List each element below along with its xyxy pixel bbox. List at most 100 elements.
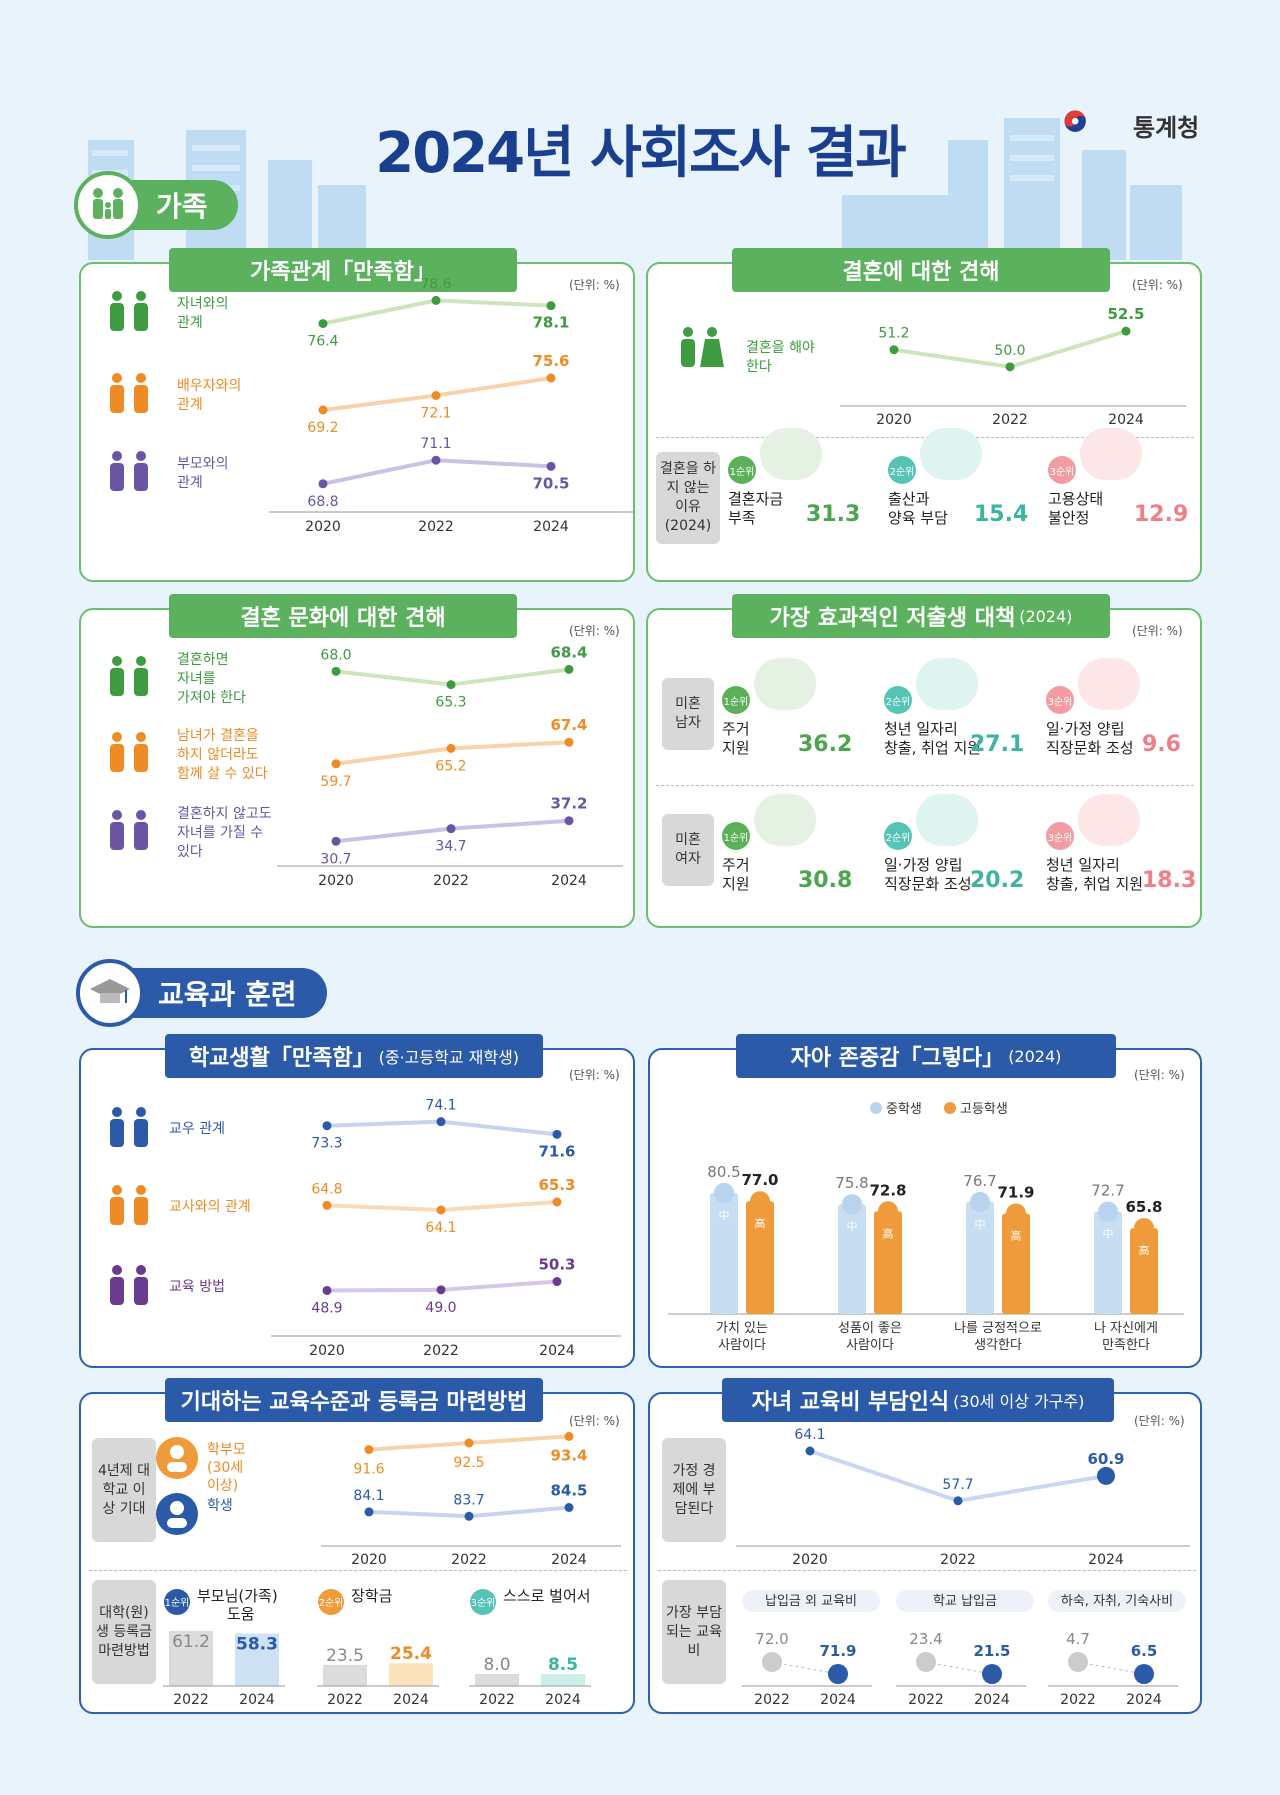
data-point (446, 743, 456, 753)
bar (746, 1201, 774, 1314)
bar-badge: 中 (719, 1209, 730, 1222)
row-label: 교우 관계 (169, 1121, 225, 1137)
data-label: 68.8 (307, 494, 338, 510)
data-label: 57.7 (942, 1477, 973, 1493)
rank-badge-label: 3순위 (471, 1596, 496, 1609)
rank-label-line: 불안정 (1048, 509, 1090, 527)
data-label: 61.2 (172, 1632, 210, 1652)
coin-icon (762, 1652, 782, 1672)
method-label: 부모님(가족) 도움 (197, 1587, 278, 1623)
data-point (318, 405, 328, 415)
bar-badge: 高 (755, 1216, 766, 1230)
person-icon (110, 1185, 148, 1225)
unit-label: (단위: %) (569, 278, 620, 292)
x-tick-label: 2022 (992, 412, 1028, 428)
rank-label: 결혼자금 부족 (728, 490, 783, 528)
data-label: 72.8 (869, 1181, 906, 1199)
category-label: 가치 있는 사람이다 (716, 1321, 768, 1353)
x-tick-label: 2020 (305, 519, 341, 535)
unit-label: (단위: %) (569, 1068, 620, 1082)
data-point (446, 680, 456, 690)
bar (710, 1192, 738, 1314)
data-label: 69.2 (307, 420, 338, 436)
unit-label: (단위: %) (569, 624, 620, 638)
school-life-subtitle: (중·고등학교 재학생) (378, 1048, 520, 1067)
bar-cap (750, 1191, 770, 1212)
expect-label-box: 4년제 대학교 이상 기대 (92, 1438, 156, 1542)
illustration-icon (1080, 428, 1142, 480)
self-esteem-chart: 중학생 고등학생 中 80.5 高 77.0 가치 있는 사람이다 中 75.8 高 72.8 성품이 … (668, 1102, 1184, 1353)
rank-badge: 2순위 (884, 686, 912, 714)
rank-badge: 2순위 (888, 456, 916, 484)
coin-icon (1068, 1652, 1088, 1672)
section-label-education: 교육과 훈련 (158, 978, 297, 1011)
bar (1130, 1228, 1158, 1314)
rank-value: 15.4 (974, 502, 1029, 527)
data-label: 23.5 (326, 1646, 364, 1666)
row-label: 결혼하면 자녀를 가져야 한다 (177, 652, 246, 706)
rank-badge: 1순위 (728, 456, 756, 484)
panel-self-esteem: 자아 존중감「그렇다」 (2024) (단위: %) 중학생 고등학생 中 80.5 高 7… (648, 1034, 1202, 1368)
data-label: 72.0 (755, 1630, 788, 1648)
data-label: 78.6 (420, 276, 451, 292)
rank-label-line: 주거 (722, 856, 750, 874)
panel-title-family-relation: 가족관계「만족함」 (169, 248, 517, 292)
data-label: 68.4 (550, 643, 587, 661)
low-birth-title: 가장 효과적인 저출생 대책 (769, 606, 1016, 631)
rank-badge: 3순위 (1046, 686, 1074, 714)
data-label: 68.0 (320, 647, 351, 663)
rank-label: 고용상태 불안정 (1048, 490, 1103, 528)
x-tick-label: 2022 (479, 1692, 515, 1708)
data-label: 23.4 (909, 1630, 942, 1648)
bar-cap (714, 1182, 734, 1203)
rank-value: 9.6 (1142, 732, 1181, 757)
graduation-cap-icon (76, 959, 144, 1027)
data-label: 74.1 (425, 1098, 456, 1114)
person-icon (110, 810, 148, 850)
family-icon (74, 171, 142, 239)
coin-icon (1134, 1664, 1154, 1684)
rank-value: 27.1 (970, 732, 1025, 757)
bar-cap (1134, 1218, 1154, 1239)
data-point (564, 1503, 574, 1512)
rank-value: 31.3 (806, 502, 861, 527)
data-point (1097, 1466, 1115, 1485)
data-point (431, 391, 441, 400)
cost-type-pill (896, 1590, 1034, 1612)
rank-label-line: 창출, 취업 지원 (1046, 875, 1144, 893)
rank-label-line: 지원 (722, 739, 750, 757)
data-label: 6.5 (1131, 1642, 1158, 1660)
org-name: 통계청 (1133, 114, 1200, 142)
data-point (564, 816, 574, 826)
row-label: 자녀와의 관계 (177, 296, 229, 331)
data-label: 71.9 (997, 1183, 1034, 1201)
x-tick-label: 2024 (539, 1343, 575, 1359)
edu-cost-subtitle: (30세 이상 가구주) (953, 1392, 1085, 1411)
data-label: 51.2 (878, 326, 909, 342)
cost-type-label: 하숙, 자취, 기숙사비 (1061, 1594, 1173, 1609)
bar-cap (878, 1201, 898, 1222)
rank-label-line: 지원 (722, 875, 750, 893)
family-relation-chart: 76.4 78.6 78.1 자녀와의 관계 69.2 72.1 75.6 배우자와의 관계 68.… (110, 276, 633, 535)
data-point (446, 824, 456, 834)
data-label: 48.9 (311, 1300, 342, 1316)
rank-label-line: 청년 일자리 (884, 720, 958, 738)
rank-value: 30.8 (798, 868, 853, 893)
panel-family-relation: 가족관계「만족함」 (단위: %) 76.4 78.6 78.1 자녀와의 관계 69.2… (79, 248, 635, 582)
rank-value: 12.9 (1134, 502, 1189, 527)
cost-type-label: 학교 납입금 (933, 1594, 997, 1609)
cost-type-pill (742, 1590, 880, 1612)
person-icon (110, 291, 148, 331)
data-label: 52.5 (1107, 305, 1144, 323)
category-label: 나를 긍정적으로 생각한다 (954, 1321, 1042, 1353)
person-icon (110, 732, 148, 772)
data-point (318, 319, 328, 329)
data-label: 83.7 (453, 1492, 484, 1508)
data-point (322, 1285, 332, 1295)
rank-badge: 1순위 (722, 686, 750, 714)
x-tick-label: 2022 (418, 519, 454, 535)
x-tick-label: 2022 (451, 1552, 487, 1568)
data-label: 60.9 (1087, 1450, 1124, 1468)
edu-cost-title: 자녀 교육비 부담인식 (751, 1390, 950, 1415)
self-esteem-title: 자아 존중감「그렇다」 (790, 1046, 1005, 1071)
